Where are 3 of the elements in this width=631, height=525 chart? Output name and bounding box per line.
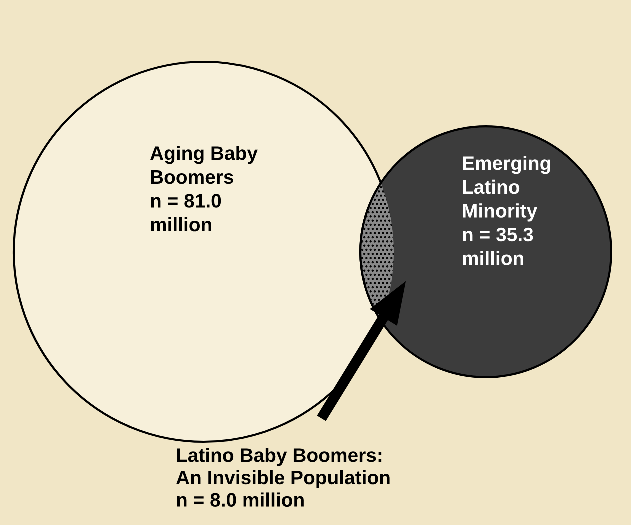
data-label: n = 81.0 million	[151, 194, 222, 232]
text: Latino Baby Boomers: An Invisible Population n = 8.0 million	[176, 448, 390, 507]
data-label: n = 35.3 million	[463, 228, 534, 266]
